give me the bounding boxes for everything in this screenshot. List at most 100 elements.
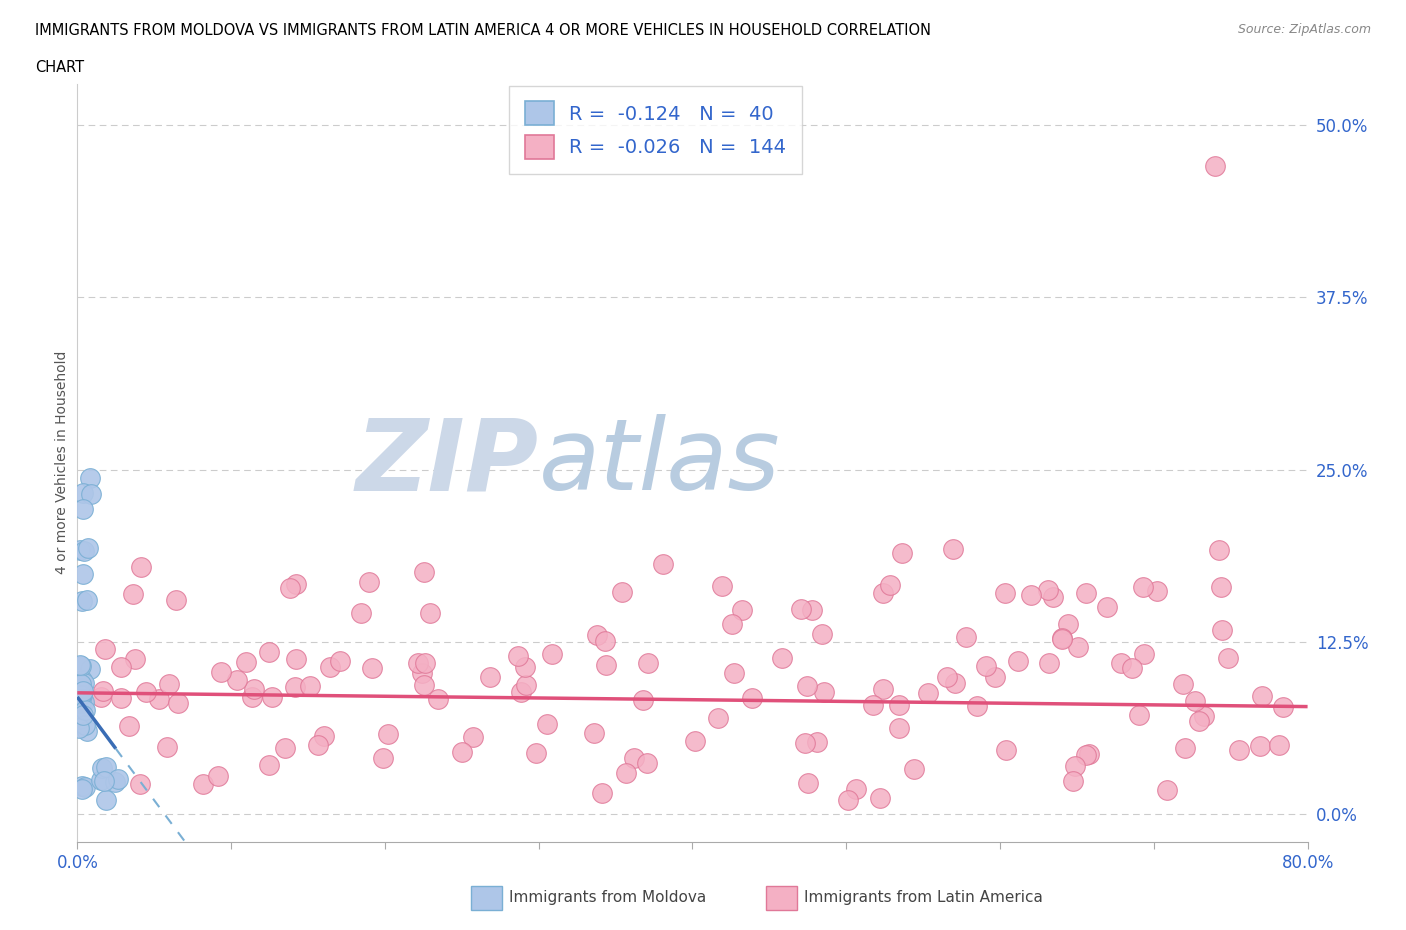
Point bbox=[131, 560, 153, 575]
Point bbox=[77, 540, 100, 555]
Point bbox=[1192, 709, 1215, 724]
Point bbox=[157, 676, 180, 691]
Text: Immigrants from Moldova: Immigrants from Moldova bbox=[509, 890, 706, 906]
Point bbox=[1146, 583, 1168, 598]
Point bbox=[257, 758, 280, 773]
Point bbox=[879, 578, 901, 592]
Point bbox=[419, 605, 441, 620]
Point bbox=[1184, 694, 1206, 709]
Point bbox=[207, 768, 229, 783]
Point bbox=[72, 485, 94, 500]
Point bbox=[235, 655, 257, 670]
Point bbox=[796, 776, 818, 790]
Y-axis label: 4 or more Vehicles in Household: 4 or more Vehicles in Household bbox=[55, 351, 69, 575]
Point bbox=[124, 652, 146, 667]
Point bbox=[1109, 656, 1132, 671]
Point bbox=[67, 675, 90, 690]
Point bbox=[994, 742, 1017, 757]
Point bbox=[67, 721, 90, 736]
Point bbox=[917, 685, 939, 700]
Point bbox=[515, 678, 537, 693]
Point bbox=[329, 653, 352, 668]
Point bbox=[591, 786, 613, 801]
Point bbox=[891, 546, 914, 561]
Point bbox=[510, 684, 533, 699]
Text: CHART: CHART bbox=[35, 60, 84, 75]
Point bbox=[76, 593, 98, 608]
Point bbox=[889, 698, 911, 712]
Point bbox=[966, 699, 988, 714]
Point bbox=[1019, 588, 1042, 603]
Point bbox=[1132, 580, 1154, 595]
Point bbox=[652, 556, 675, 571]
Point bbox=[706, 711, 728, 725]
Point bbox=[612, 585, 634, 600]
Point bbox=[67, 695, 90, 710]
Point bbox=[614, 765, 637, 780]
Point bbox=[1095, 600, 1118, 615]
Point bbox=[1042, 590, 1064, 604]
Point bbox=[411, 666, 433, 681]
Point bbox=[623, 751, 645, 765]
Point bbox=[1173, 676, 1195, 691]
Point bbox=[80, 486, 103, 501]
Point bbox=[872, 586, 894, 601]
Point bbox=[1267, 737, 1289, 752]
Point bbox=[935, 670, 957, 684]
Point bbox=[69, 677, 91, 692]
Point bbox=[69, 658, 91, 673]
Point bbox=[426, 691, 449, 706]
Point bbox=[585, 627, 607, 642]
Point bbox=[945, 676, 967, 691]
Point bbox=[70, 782, 93, 797]
Point bbox=[1133, 646, 1156, 661]
Point bbox=[479, 670, 502, 684]
Point bbox=[156, 739, 179, 754]
Point bbox=[72, 501, 94, 516]
Point bbox=[76, 724, 98, 738]
Point bbox=[283, 680, 305, 695]
Point bbox=[318, 659, 340, 674]
Point bbox=[711, 578, 734, 593]
Point bbox=[994, 585, 1017, 600]
Point bbox=[636, 756, 658, 771]
Point bbox=[872, 682, 894, 697]
Point bbox=[359, 574, 381, 589]
Point bbox=[720, 617, 742, 631]
Point bbox=[73, 695, 96, 710]
Point bbox=[810, 627, 832, 642]
Point bbox=[70, 594, 93, 609]
Point bbox=[70, 688, 93, 703]
Point bbox=[73, 718, 96, 733]
Point bbox=[72, 708, 94, 723]
Point bbox=[942, 541, 965, 556]
Point bbox=[723, 666, 745, 681]
Point bbox=[278, 581, 301, 596]
Point bbox=[1074, 747, 1097, 762]
Point bbox=[1156, 783, 1178, 798]
Point bbox=[73, 780, 96, 795]
Point bbox=[903, 761, 925, 776]
Point bbox=[506, 648, 529, 663]
Point bbox=[1050, 631, 1073, 645]
Point bbox=[461, 730, 484, 745]
Point bbox=[1249, 738, 1271, 753]
Point bbox=[110, 691, 132, 706]
Point bbox=[93, 774, 115, 789]
Point bbox=[104, 775, 127, 790]
Point bbox=[1078, 746, 1101, 761]
Point bbox=[583, 725, 606, 740]
Point bbox=[209, 664, 232, 679]
Legend: R =  -0.124   N =  40, R =  -0.026   N =  144: R = -0.124 N = 40, R = -0.026 N = 144 bbox=[509, 86, 801, 174]
Point bbox=[1227, 742, 1250, 757]
Point bbox=[1128, 708, 1150, 723]
Point bbox=[274, 740, 297, 755]
Point bbox=[1076, 586, 1098, 601]
Point bbox=[869, 790, 891, 805]
Point bbox=[69, 711, 91, 726]
Point bbox=[377, 726, 399, 741]
Point bbox=[191, 777, 214, 791]
Point bbox=[129, 777, 152, 791]
Point bbox=[312, 728, 335, 743]
Point bbox=[1038, 656, 1060, 671]
